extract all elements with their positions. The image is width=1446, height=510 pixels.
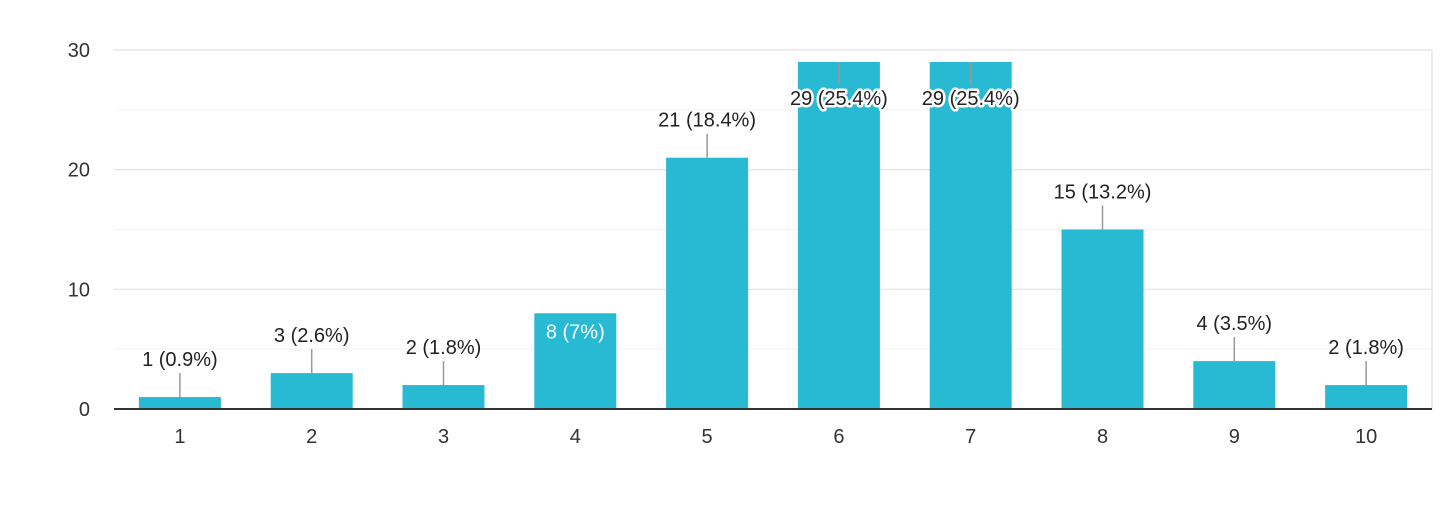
bar [270, 373, 353, 409]
data-label: 21 (18.4%) [658, 110, 756, 132]
data-label: 29 (25.4%) [922, 88, 1020, 110]
x-tick-label: 6 [833, 426, 844, 448]
bar [929, 61, 1012, 409]
y-tick-label: 0 [79, 399, 90, 421]
x-tick-label: 3 [438, 426, 449, 448]
bar [797, 61, 880, 409]
grid-lines [114, 49, 1433, 409]
x-tick-label: 7 [965, 426, 976, 448]
x-tick-label: 2 [306, 426, 317, 448]
x-tick-label: 4 [570, 426, 581, 448]
data-label: 8 (7%) [546, 321, 605, 343]
y-axis-tick-labels: 0 10 20 30 [68, 40, 90, 421]
data-label: 3 (2.6%) [274, 325, 350, 347]
data-label: 2 (1.8%) [406, 337, 482, 359]
x-axis-tick-labels: 1 2 3 4 5 6 7 8 9 10 [174, 426, 1377, 448]
bar [1061, 229, 1144, 409]
x-tick-label: 9 [1229, 426, 1240, 448]
data-label: 4 (3.5%) [1197, 313, 1273, 335]
x-tick-label: 8 [1097, 426, 1108, 448]
x-tick-label: 10 [1355, 426, 1377, 448]
bar [666, 157, 749, 409]
y-tick-label: 30 [68, 40, 90, 62]
data-label: 15 (13.2%) [1054, 182, 1152, 204]
data-label: 2 (1.8%) [1328, 337, 1404, 359]
bar [138, 397, 221, 409]
bar [534, 313, 617, 409]
bar [1193, 361, 1276, 409]
bars [138, 61, 1408, 409]
y-tick-label: 10 [68, 279, 90, 301]
x-tick-label: 5 [702, 426, 713, 448]
bar [402, 385, 485, 409]
data-label: 1 (0.9%) [142, 349, 218, 371]
y-tick-label: 20 [68, 160, 90, 182]
data-label: 29 (25.4%) [790, 88, 888, 110]
x-tick-label: 1 [174, 426, 185, 448]
bar [1325, 385, 1408, 409]
data-labels: 1 (0.9%) 3 (2.6%) 2 (1.8%) 8 (7%) 21 (18.4%)… [142, 61, 1404, 398]
